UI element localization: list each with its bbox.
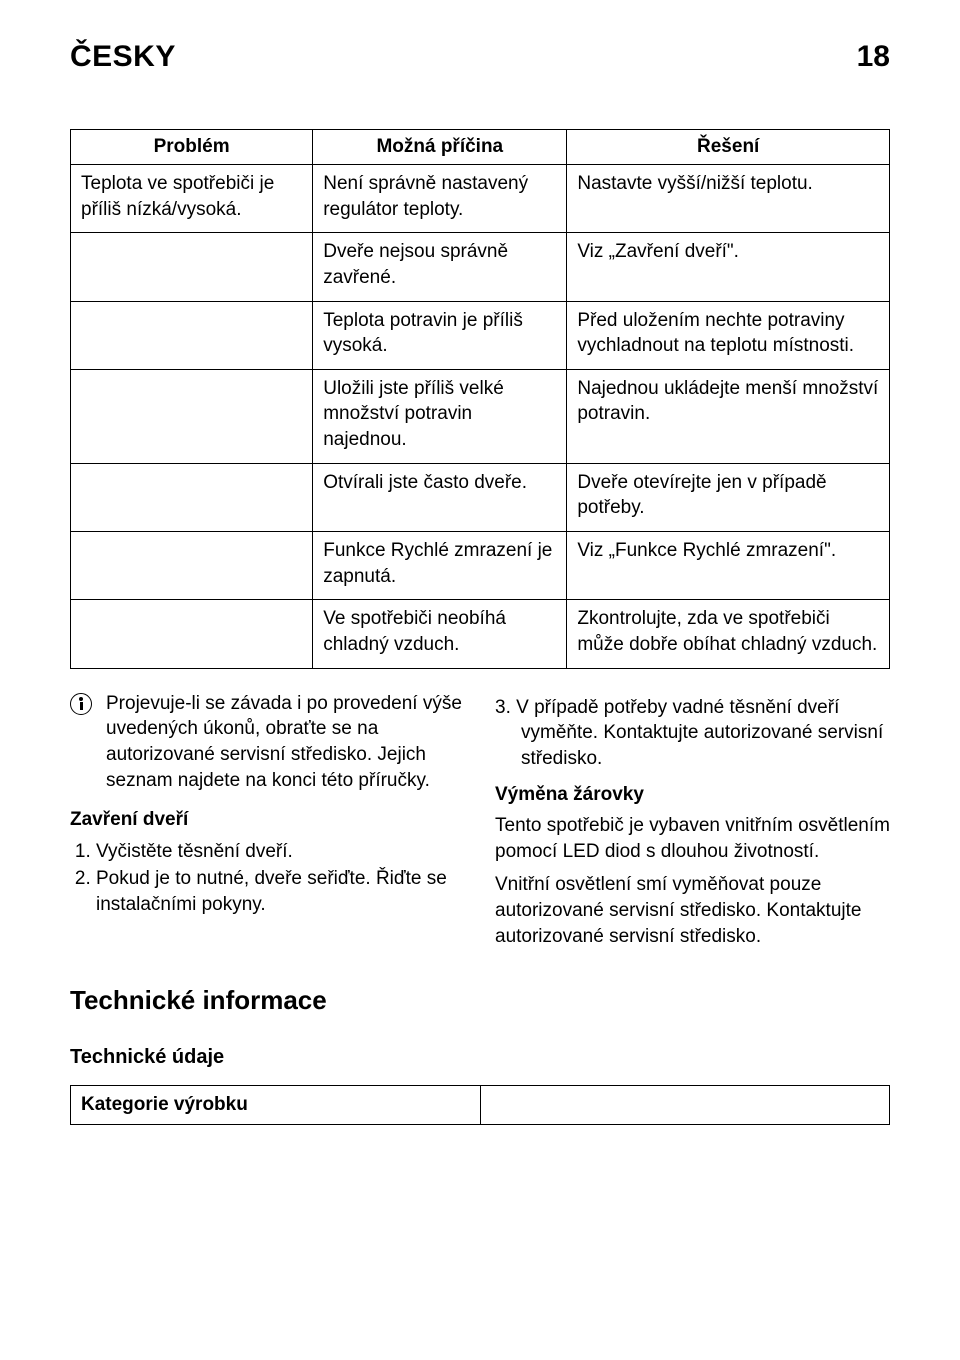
instruction-columns: Projevuje-li se závada i po provedení vý… [70,691,890,958]
table-row: Kategorie výrobku [71,1086,890,1125]
cell-problem [71,463,313,531]
cell-cause: Není správně nastavený regulátor teploty… [313,165,567,233]
cell-cause: Ve spotřebiči neobíhá chladný vzduch. [313,600,567,668]
cell-solution: Zkontrolujte, zda ve spotřebiči může dob… [567,600,890,668]
table-row: Dveře nejsou správně zavřené. Viz „Zavře… [71,233,890,301]
info-note-text: Projevuje-li se závada i po provedení vý… [106,691,465,794]
cell-problem [71,600,313,668]
cell-problem [71,532,313,600]
table-row: Teplota ve spotřebiči je příliš nízká/vy… [71,165,890,233]
right-column: V případě potřeby vadné těsnění dveří vy… [495,691,890,958]
left-column: Projevuje-li se závada i po provedení vý… [70,691,465,958]
category-value-cell [480,1086,890,1125]
cell-solution: Před uložením nechte potraviny vychladno… [567,301,890,369]
cell-problem [71,369,313,463]
cell-cause: Teplota potravin je příliš vysoká. [313,301,567,369]
cell-problem [71,301,313,369]
bulb-heading: Výměna žárovky [495,782,890,808]
col-cause: Možná příčina [313,130,567,165]
table-row: Funkce Rychlé zmrazení je zapnutá. Viz „… [71,532,890,600]
bulb-paragraph: Tento spotřebič je vybaven vnitřním osvě… [495,813,890,864]
cell-problem: Teplota ve spotřebiči je příliš nízká/vy… [71,165,313,233]
technical-info-heading: Technické informace [70,985,890,1016]
cell-solution: Nastavte vyšší/nižší teplotu. [567,165,890,233]
cell-solution: Dveře otevírejte jen v případě potřeby. [567,463,890,531]
table-header-row: Problém Možná příčina Řešení [71,130,890,165]
manual-page: ČESKY 18 Problém Možná příčina Řešení Te… [0,0,960,1165]
close-door-steps: Vyčistěte těsnění dveří. Pokud je to nut… [70,839,465,918]
cell-solution: Viz „Zavření dveří". [567,233,890,301]
cell-cause: Uložili jste příliš velké množství potra… [313,369,567,463]
close-door-heading: Zavření dveří [70,807,465,833]
info-icon [70,693,92,715]
technical-data-heading: Technické údaje [70,1046,890,1069]
category-table: Kategorie výrobku [70,1085,890,1125]
bulb-paragraph: Vnitřní osvětlení smí vyměňovat pouze au… [495,872,890,949]
cell-solution: Najednou ukládejte menší množství potrav… [567,369,890,463]
cell-problem [71,233,313,301]
col-problem: Problém [71,130,313,165]
cell-solution: Viz „Funkce Rychlé zmrazení". [567,532,890,600]
step-item: V případě potřeby vadné těsnění dveří vy… [521,695,890,772]
cell-cause: Funkce Rychlé zmrazení je zapnutá. [313,532,567,600]
cell-cause: Dveře nejsou správně zavřené. [313,233,567,301]
troubleshooting-table: Problém Možná příčina Řešení Teplota ve … [70,129,890,669]
page-header: ČESKY 18 [70,40,890,74]
info-note-row: Projevuje-li se závada i po provedení vý… [70,691,465,794]
step-item: Pokud je to nutné, dveře seřiďte. Řiďte … [96,866,465,917]
cell-cause: Otvírali jste často dveře. [313,463,567,531]
col-solution: Řešení [567,130,890,165]
table-row: Ve spotřebiči neobíhá chladný vzduch. Zk… [71,600,890,668]
table-row: Teplota potravin je příliš vysoká. Před … [71,301,890,369]
table-row: Uložili jste příliš velké množství potra… [71,369,890,463]
continued-steps: V případě potřeby vadné těsnění dveří vy… [495,695,890,772]
table-row: Otvírali jste často dveře. Dveře otevíre… [71,463,890,531]
category-label-cell: Kategorie výrobku [71,1086,481,1125]
step-item: Vyčistěte těsnění dveří. [96,839,465,865]
language-label: ČESKY [70,40,176,74]
page-number: 18 [857,40,890,74]
